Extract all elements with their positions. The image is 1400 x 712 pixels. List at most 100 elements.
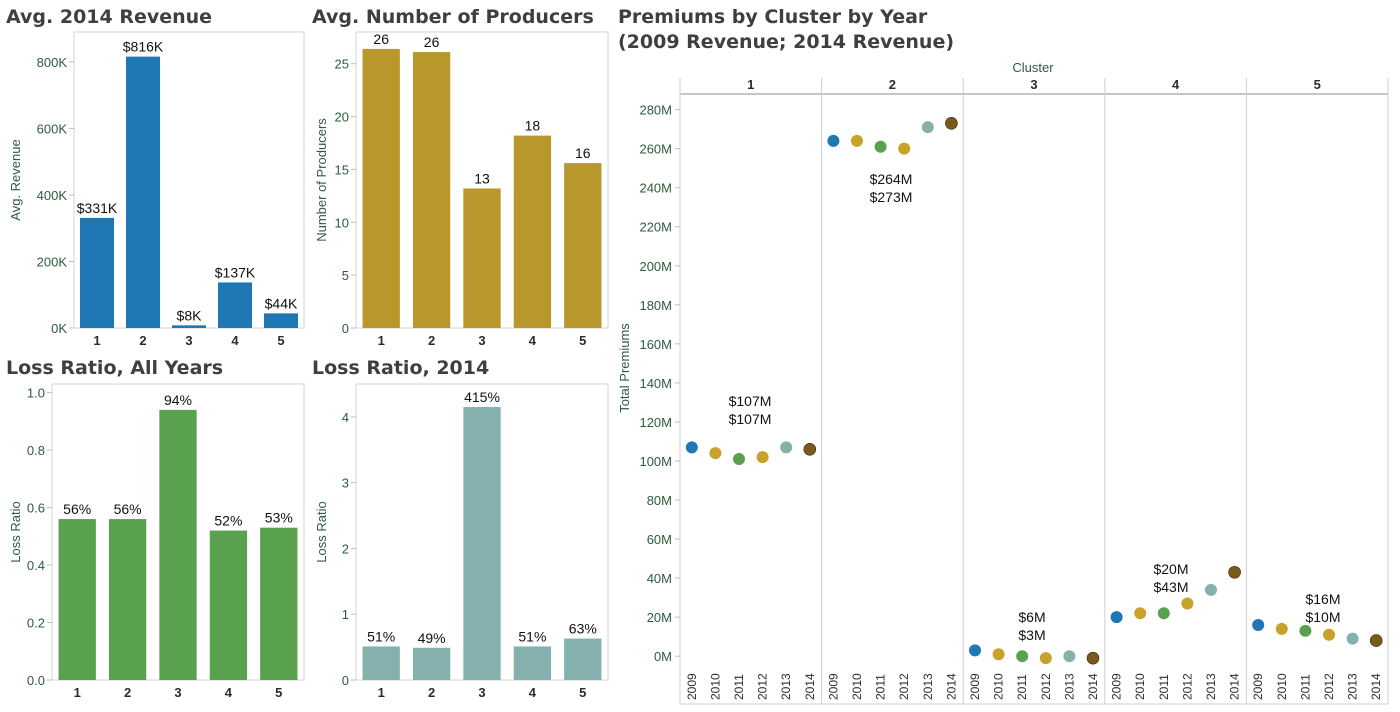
bar-value-label: 26 xyxy=(424,34,440,50)
point-cluster-2-2012 xyxy=(898,142,911,155)
bar-value-label: 49% xyxy=(418,630,446,646)
x-year-label: 2012 xyxy=(1322,673,1336,700)
x-year-label: 2014 xyxy=(1228,673,1242,700)
cluster-header-4: 4 xyxy=(1172,77,1180,92)
cluster-header-3: 3 xyxy=(1030,77,1037,92)
y-axis-label: Total Premiums xyxy=(617,323,632,413)
y-tick-label: 0 xyxy=(342,321,349,336)
bar-value-label: $137K xyxy=(215,264,256,280)
x-year-label: 2011 xyxy=(1015,674,1029,700)
y-tick-label: 0M xyxy=(654,649,672,664)
y-tick-label: 1 xyxy=(342,607,349,622)
point-cluster-5-2012 xyxy=(1323,628,1335,641)
title-avg-revenue: Avg. 2014 Revenue xyxy=(6,6,213,28)
point-cluster-2-2014 xyxy=(945,116,958,130)
point-cluster-2-2011 xyxy=(874,140,887,153)
x-category-label: 5 xyxy=(579,333,586,348)
bar-cluster-3 xyxy=(463,407,501,680)
x-year-label: 2013 xyxy=(1204,673,1218,700)
point-cluster-1-2013 xyxy=(780,441,793,454)
y-tick-label: 600K xyxy=(37,121,68,136)
point-cluster-4-2011 xyxy=(1157,607,1170,620)
x-category-label: 5 xyxy=(275,685,282,700)
bar-cluster-5 xyxy=(260,527,298,680)
bar-cluster-5 xyxy=(263,313,299,328)
bar-cluster-1 xyxy=(58,519,96,680)
x-year-label: 2010 xyxy=(850,673,864,700)
annotation-2014-revenue: $107M xyxy=(729,411,772,427)
point-cluster-4-2009 xyxy=(1110,611,1123,624)
annotation-2009-revenue: $264M xyxy=(870,171,913,187)
y-tick-label: 200K xyxy=(37,254,68,269)
point-cluster-1-2010 xyxy=(709,447,722,460)
y-tick-label: 800K xyxy=(37,55,68,70)
x-year-label: 2012 xyxy=(1039,673,1053,700)
x-category-label: 4 xyxy=(529,333,537,348)
bar-cluster-3 xyxy=(159,409,197,680)
x-year-label: 2011 xyxy=(874,674,888,700)
bar-value-label: $44K xyxy=(265,295,298,311)
point-cluster-3-2012 xyxy=(1039,652,1052,665)
x-year-label: 2014 xyxy=(1369,673,1383,700)
x-year-label: 2011 xyxy=(732,674,746,700)
point-cluster-5-2009 xyxy=(1252,618,1265,631)
x-year-label: 2012 xyxy=(756,673,770,700)
y-tick-label: 280M xyxy=(639,103,672,118)
x-category-label: 3 xyxy=(185,333,192,348)
y-tick-label: 0.0 xyxy=(27,673,45,688)
point-cluster-5-2014 xyxy=(1369,634,1383,647)
x-category-label: 4 xyxy=(225,685,233,700)
y-tick-label: 20M xyxy=(647,610,672,625)
bar-cluster-3 xyxy=(171,325,207,328)
bar-cluster-2 xyxy=(125,56,161,328)
bar-value-label: $8K xyxy=(177,307,203,323)
annotation-2014-revenue: $10M xyxy=(1305,609,1340,625)
y-tick-label: 60M xyxy=(647,532,672,547)
bar-value-label: 51% xyxy=(367,628,395,644)
bar-cluster-4 xyxy=(217,282,253,328)
bar-cluster-2 xyxy=(412,52,451,328)
column-header-title: Cluster xyxy=(1012,60,1054,75)
y-tick-label: 400K xyxy=(37,188,68,203)
annotation-2009-revenue: $20M xyxy=(1153,561,1188,577)
x-year-label: 2009 xyxy=(1110,673,1124,700)
x-year-label: 2009 xyxy=(1251,673,1265,700)
point-cluster-2-2010 xyxy=(851,134,863,147)
point-cluster-1-2011 xyxy=(733,453,745,466)
annotation-2014-revenue: $3M xyxy=(1018,627,1045,643)
y-tick-label: 0.8 xyxy=(27,443,45,458)
bar-cluster-5 xyxy=(564,638,602,680)
y-tick-label: 2 xyxy=(342,541,349,556)
x-year-label: 2014 xyxy=(944,673,958,700)
y-tick-label: 260M xyxy=(639,142,672,157)
bar-cluster-5 xyxy=(564,163,602,328)
x-category-label: 3 xyxy=(478,685,485,700)
x-year-label: 2012 xyxy=(897,673,911,700)
cluster-header-2: 2 xyxy=(889,77,896,92)
title-premiums-line1: Premiums by Cluster by Year xyxy=(618,6,928,28)
x-year-label: 2012 xyxy=(1180,673,1194,700)
point-cluster-2-2013 xyxy=(921,121,934,134)
bar-cluster-1 xyxy=(362,646,400,680)
y-tick-label: 160M xyxy=(639,337,672,352)
point-cluster-5-2013 xyxy=(1346,632,1359,645)
bar-value-label: 56% xyxy=(114,501,142,517)
x-year-label: 2010 xyxy=(992,673,1006,700)
annotation-2014-revenue: $273M xyxy=(870,189,913,205)
y-tick-label: 15 xyxy=(335,162,349,177)
y-tick-label: 10 xyxy=(335,215,349,230)
x-category-label: 1 xyxy=(93,333,100,348)
bar-cluster-2 xyxy=(412,647,451,680)
annotation-2009-revenue: $6M xyxy=(1018,609,1045,625)
y-tick-label: 80M xyxy=(647,493,672,508)
bar-value-label: 94% xyxy=(164,392,192,408)
x-category-label: 2 xyxy=(428,685,435,700)
point-cluster-4-2012 xyxy=(1181,597,1194,610)
x-category-label: 3 xyxy=(478,333,485,348)
x-year-label: 2010 xyxy=(1133,673,1147,700)
x-category-label: 2 xyxy=(124,685,131,700)
point-cluster-3-2013 xyxy=(1063,650,1076,663)
x-year-label: 2010 xyxy=(1275,673,1289,700)
